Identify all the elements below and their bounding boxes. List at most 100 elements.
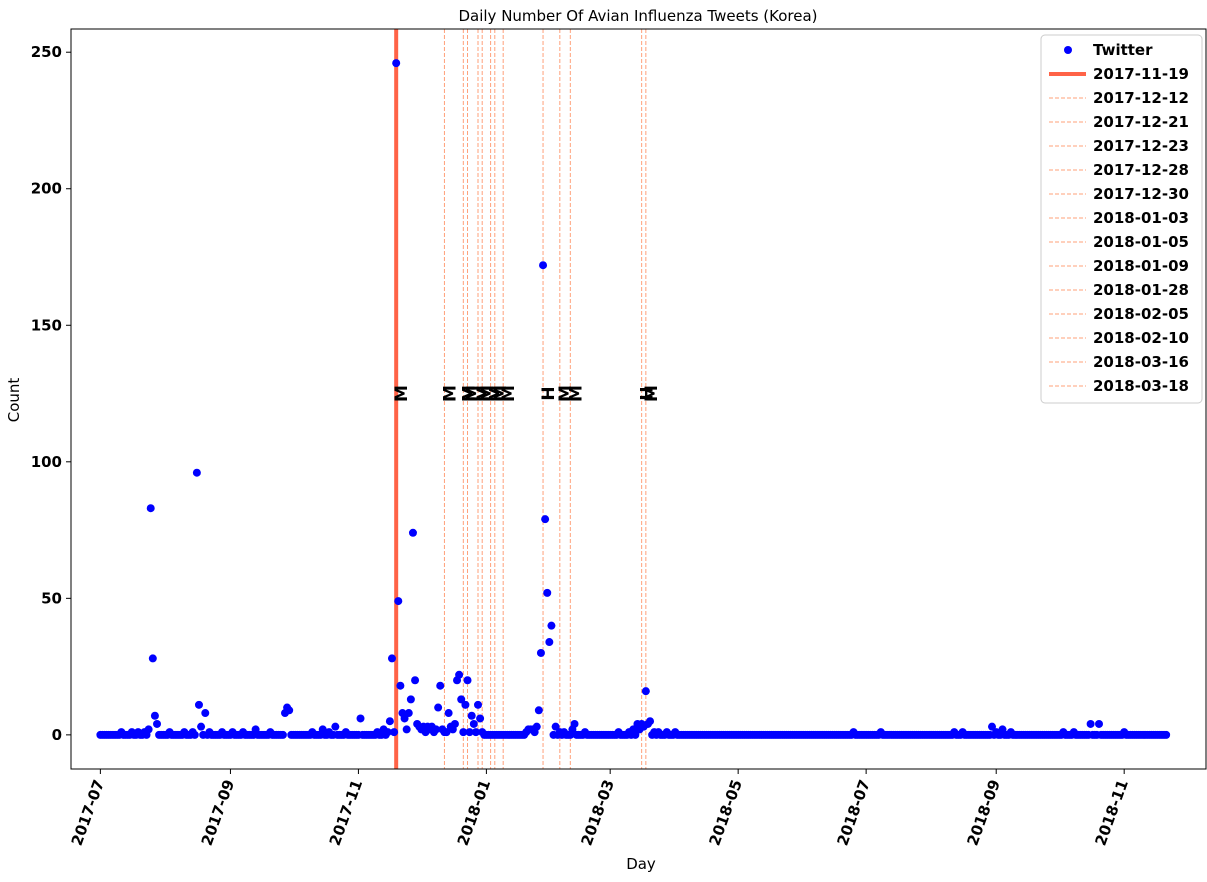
data-point	[539, 261, 548, 270]
legend-label: 2018-02-10	[1093, 329, 1189, 347]
data-point	[406, 695, 415, 704]
legend-box	[1040, 34, 1203, 404]
event-marker-label: M	[459, 385, 479, 402]
data-point	[396, 681, 405, 690]
legend-label: 2017-12-23	[1093, 137, 1189, 155]
data-point	[541, 515, 550, 524]
data-point	[390, 728, 399, 737]
data-point	[148, 654, 157, 663]
data-point	[471, 728, 480, 737]
event-marker-label: M	[642, 385, 662, 402]
event-lines	[394, 29, 647, 769]
event-marker-label: M	[566, 385, 586, 402]
event-marker-label: M	[392, 385, 412, 402]
data-point	[194, 700, 203, 709]
event-marker-label: M	[499, 385, 519, 402]
legend-label: 2018-01-28	[1093, 281, 1189, 299]
plot-frame	[70, 28, 1207, 770]
data-point	[455, 670, 464, 679]
data-point	[534, 706, 543, 715]
data-point	[385, 717, 394, 726]
data-point	[408, 528, 417, 537]
data-point	[146, 504, 155, 513]
legend-label: 2018-01-09	[1093, 257, 1189, 275]
data-point	[331, 722, 340, 731]
event-marker-label: M	[440, 385, 460, 402]
x-axis-label: Day	[626, 855, 656, 873]
data-point	[434, 703, 443, 712]
event-marker-label: M	[556, 385, 576, 402]
data-point	[469, 719, 478, 728]
data-point	[465, 728, 474, 737]
y-tick-label: 150	[31, 316, 62, 334]
data-point	[356, 714, 365, 723]
data-point	[450, 719, 459, 728]
data-point	[432, 725, 441, 734]
event-marker-label: H	[638, 386, 658, 400]
data-point	[400, 714, 409, 723]
data-point	[536, 648, 545, 657]
data-point	[476, 714, 485, 723]
legend-label: 2017-11-19	[1093, 65, 1189, 83]
data-point	[394, 597, 403, 606]
data-point	[201, 709, 210, 718]
y-tick-label: 100	[31, 453, 62, 471]
data-points	[96, 59, 1171, 739]
data-point	[383, 728, 392, 737]
legend-label: 2017-12-12	[1093, 89, 1189, 107]
data-point	[545, 638, 554, 647]
data-point	[474, 700, 483, 709]
legend-label: 2017-12-21	[1093, 113, 1189, 131]
y-tick-label: 50	[41, 589, 62, 607]
data-point	[411, 676, 420, 685]
event-marker-label: M	[487, 385, 507, 402]
data-point	[392, 59, 401, 68]
data-point	[153, 719, 162, 728]
y-tick-label: 0	[52, 726, 62, 744]
data-point	[457, 695, 466, 704]
legend-label: 2018-02-05	[1093, 305, 1189, 323]
data-point	[402, 725, 411, 734]
data-point	[278, 730, 287, 739]
chart-title: Daily Number Of Avian Influenza Tweets (…	[458, 7, 817, 25]
data-point	[641, 687, 650, 696]
legend-label: 2018-03-16	[1093, 353, 1189, 371]
data-point	[150, 711, 159, 720]
data-point	[461, 700, 470, 709]
y-tick-label: 200	[31, 180, 62, 198]
event-marker-label: M	[474, 385, 494, 402]
data-point	[144, 725, 153, 734]
data-point	[631, 730, 640, 739]
data-point	[404, 709, 413, 718]
data-point	[467, 711, 476, 720]
legend-label: 2018-03-18	[1093, 377, 1189, 395]
data-point	[547, 621, 556, 630]
legend-label: 2017-12-30	[1093, 185, 1189, 203]
legend-label: Twitter	[1093, 41, 1153, 59]
data-point	[1095, 719, 1104, 728]
legend-label: 2018-01-03	[1093, 209, 1189, 227]
event-marker-label: H	[539, 386, 559, 400]
data-point	[570, 719, 579, 728]
data-point	[192, 468, 201, 477]
data-point	[190, 730, 199, 739]
event-marker-label: M	[464, 385, 484, 402]
data-point	[551, 722, 560, 731]
event-marker-label: M	[491, 385, 511, 402]
data-point	[436, 681, 445, 690]
data-point	[285, 706, 294, 715]
data-point	[532, 722, 541, 731]
data-point	[646, 717, 655, 726]
legend-marker-twitter	[1064, 46, 1072, 54]
data-point	[444, 709, 453, 718]
data-point	[197, 722, 206, 731]
legend-label: 2017-12-28	[1093, 161, 1189, 179]
data-point	[387, 654, 396, 663]
legend: Twitter 2017-11-19 2017-12-12 2017-12-21 201…	[1040, 34, 1203, 404]
data-point	[543, 588, 552, 597]
data-point	[1086, 719, 1095, 728]
y-axis-label: Count	[5, 378, 23, 423]
